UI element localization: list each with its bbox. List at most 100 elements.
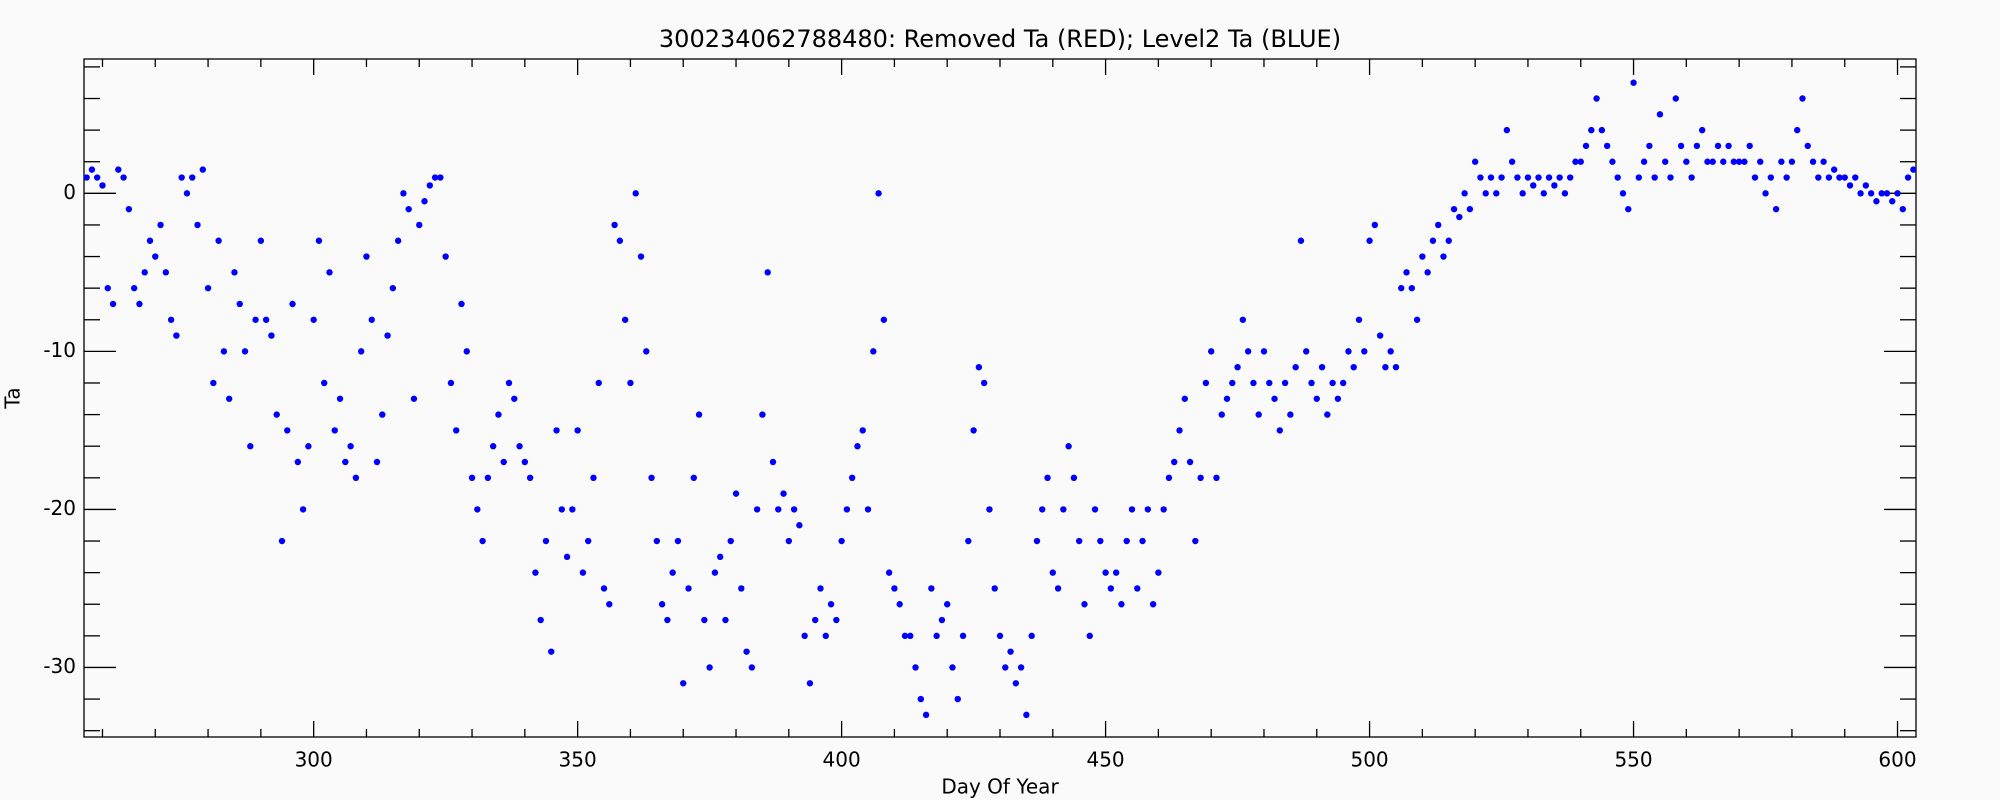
data-point — [1524, 174, 1532, 181]
data-point — [901, 632, 909, 640]
data-point — [93, 174, 101, 181]
x-axis-label: Day Of Year — [941, 775, 1059, 799]
data-point — [1530, 182, 1537, 189]
data-point — [1466, 205, 1474, 213]
data-point — [1667, 174, 1674, 181]
data-point — [1778, 158, 1785, 165]
data-point — [1408, 284, 1416, 292]
data-point — [553, 427, 560, 434]
data-point — [690, 474, 697, 482]
data-point — [558, 506, 565, 513]
data-point — [1535, 174, 1542, 181]
data-point — [479, 537, 486, 545]
data-point — [225, 395, 233, 402]
data-point — [115, 166, 122, 173]
data-point — [532, 569, 539, 576]
x-tick-label: 600 — [1878, 748, 1916, 772]
data-point — [299, 506, 307, 513]
data-point — [1297, 237, 1305, 244]
data-point — [685, 585, 692, 592]
data-point — [1477, 174, 1484, 181]
data-point — [474, 506, 481, 513]
data-point — [210, 379, 217, 387]
data-point — [1049, 569, 1056, 576]
data-point — [1830, 166, 1838, 173]
data-point — [1899, 205, 1907, 213]
data-point — [1081, 601, 1088, 608]
data-point — [584, 537, 592, 545]
data-point — [965, 537, 972, 545]
data-point — [294, 458, 302, 466]
data-point — [130, 284, 138, 292]
data-point — [1910, 166, 1917, 173]
data-point — [885, 569, 893, 576]
data-point — [1493, 190, 1500, 197]
data-point — [305, 443, 312, 450]
data-point — [1873, 198, 1880, 205]
data-point — [1551, 182, 1558, 189]
data-point — [1413, 316, 1421, 323]
data-point — [1149, 601, 1157, 608]
y-tick-label: -30 — [43, 654, 76, 678]
data-point — [1202, 379, 1210, 387]
data-point — [1820, 158, 1827, 165]
data-point — [759, 411, 766, 418]
data-point — [1857, 190, 1864, 197]
data-point — [109, 300, 117, 308]
data-point — [1846, 182, 1854, 189]
data-point — [273, 411, 280, 418]
data-point — [1603, 142, 1611, 150]
data-point — [1287, 411, 1294, 418]
data-point — [1704, 158, 1711, 165]
data-point — [1039, 506, 1046, 513]
data-point — [331, 427, 338, 434]
data-point — [400, 190, 407, 197]
data-point — [595, 379, 602, 387]
data-point — [379, 411, 386, 418]
data-point — [1382, 363, 1389, 371]
chart-title: 300234062788480: Removed Ta (RED); Level… — [659, 25, 1341, 53]
data-point — [289, 300, 296, 308]
data-point — [1577, 158, 1584, 165]
data-point — [949, 664, 956, 671]
data-point — [357, 348, 365, 355]
data-point — [769, 458, 777, 466]
x-tick-label: 550 — [1614, 748, 1652, 772]
data-point — [167, 316, 175, 323]
data-point — [1894, 190, 1901, 197]
data-point — [1656, 111, 1664, 118]
data-point — [1361, 348, 1368, 355]
data-point — [1540, 190, 1547, 197]
data-point — [600, 585, 608, 592]
data-point — [1060, 506, 1067, 513]
data-point — [104, 284, 111, 292]
data-point — [347, 443, 354, 450]
data-point — [1746, 142, 1753, 150]
data-point — [352, 474, 360, 482]
data-point — [790, 506, 798, 513]
data-point — [1445, 237, 1452, 244]
data-point — [437, 174, 444, 181]
data-point — [1007, 648, 1014, 655]
data-point — [231, 269, 238, 276]
data-point — [1334, 395, 1342, 402]
data-point — [1155, 569, 1162, 576]
data-point — [1809, 158, 1817, 165]
data-point — [1002, 664, 1009, 671]
data-point — [394, 237, 402, 244]
data-point — [389, 284, 397, 292]
data-point — [336, 395, 344, 402]
data-point — [1012, 680, 1020, 687]
data-point — [1672, 95, 1679, 102]
data-point — [637, 253, 645, 260]
data-point — [1303, 348, 1310, 355]
data-point — [1128, 506, 1136, 513]
data-point — [1741, 158, 1748, 165]
data-point — [843, 506, 851, 513]
data-point — [1688, 174, 1695, 181]
data-point — [822, 632, 829, 640]
data-point — [1176, 427, 1183, 434]
data-point — [368, 316, 375, 323]
